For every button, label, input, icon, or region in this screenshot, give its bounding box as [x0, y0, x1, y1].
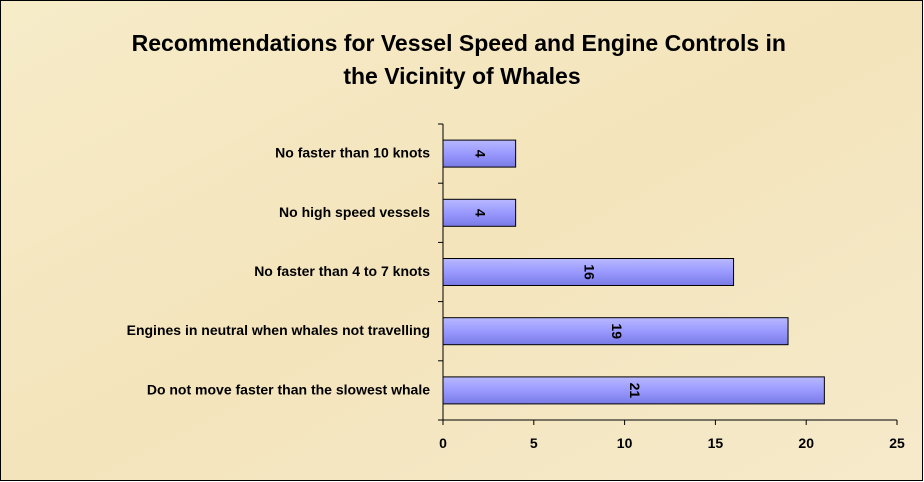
x-tick-label: 5	[530, 435, 538, 451]
data-label: 4	[473, 209, 489, 217]
x-tick-label: 10	[617, 435, 633, 451]
y-tick-label: No faster than 10 knots	[275, 144, 430, 160]
y-tick-label: No high speed vessels	[279, 204, 430, 220]
data-label: 4	[473, 150, 489, 158]
bar	[442, 317, 789, 346]
x-tick-label: 25	[889, 435, 905, 451]
x-tick-label: 15	[708, 435, 724, 451]
chart-title: Recommendations for Vessel Speed and Eng…	[132, 30, 793, 89]
bar	[442, 376, 825, 405]
data-label: 16	[582, 264, 598, 280]
x-tick-label: 0	[439, 435, 447, 451]
bar	[442, 258, 735, 286]
y-tick-label: No faster than 4 to 7 knots	[254, 263, 430, 279]
bar	[442, 198, 517, 227]
x-tick-label: 20	[798, 435, 814, 451]
data-label: 21	[627, 383, 643, 399]
y-tick-label: Do not move faster than the slowest whal…	[147, 381, 430, 397]
y-tick-label: Engines in neutral when whales not trave…	[127, 322, 430, 338]
data-label: 19	[609, 323, 625, 339]
